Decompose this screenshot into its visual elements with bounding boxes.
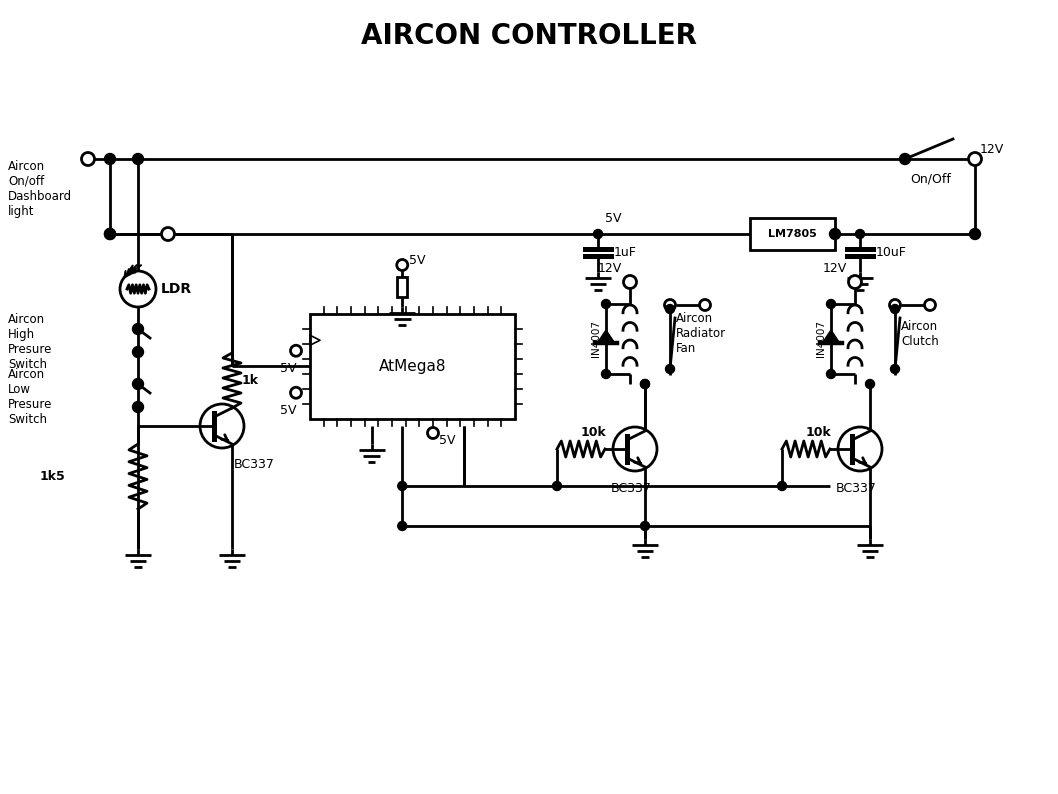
Text: Aircon
On/off
Dashboard
light: Aircon On/off Dashboard light bbox=[8, 160, 72, 218]
Circle shape bbox=[891, 305, 899, 314]
FancyBboxPatch shape bbox=[397, 277, 407, 297]
Circle shape bbox=[105, 153, 115, 164]
Circle shape bbox=[398, 481, 406, 491]
Circle shape bbox=[602, 369, 610, 379]
Circle shape bbox=[640, 522, 650, 530]
Circle shape bbox=[826, 299, 836, 309]
Circle shape bbox=[968, 152, 982, 165]
Circle shape bbox=[162, 228, 175, 241]
Polygon shape bbox=[822, 330, 840, 344]
Circle shape bbox=[623, 276, 637, 288]
Circle shape bbox=[397, 260, 407, 271]
Text: Aircon
Low
Presure
Switch: Aircon Low Presure Switch bbox=[8, 368, 53, 426]
Circle shape bbox=[664, 299, 675, 310]
Circle shape bbox=[132, 346, 144, 357]
Text: 10k: 10k bbox=[806, 426, 832, 440]
Circle shape bbox=[594, 229, 602, 238]
Text: 1uF: 1uF bbox=[614, 245, 637, 259]
Circle shape bbox=[829, 229, 840, 240]
FancyBboxPatch shape bbox=[750, 218, 835, 250]
Text: 1k: 1k bbox=[242, 374, 259, 387]
Circle shape bbox=[105, 229, 115, 240]
Text: IN4007: IN4007 bbox=[816, 321, 826, 357]
Text: AIRCON CONTROLLER: AIRCON CONTROLLER bbox=[361, 22, 697, 50]
Circle shape bbox=[890, 299, 900, 310]
Circle shape bbox=[552, 481, 562, 491]
Circle shape bbox=[640, 380, 650, 388]
Text: 5V: 5V bbox=[605, 213, 621, 225]
Circle shape bbox=[640, 380, 650, 388]
Circle shape bbox=[132, 379, 144, 390]
Circle shape bbox=[925, 299, 935, 310]
Text: Aircon
High
Presure
Switch: Aircon High Presure Switch bbox=[8, 313, 53, 371]
Circle shape bbox=[826, 369, 836, 379]
Circle shape bbox=[132, 153, 144, 164]
Circle shape bbox=[849, 276, 861, 288]
Polygon shape bbox=[597, 330, 615, 344]
Text: 5V: 5V bbox=[439, 434, 456, 448]
Text: 10k: 10k bbox=[581, 426, 606, 440]
Text: BC337: BC337 bbox=[234, 457, 275, 471]
Circle shape bbox=[81, 152, 94, 165]
Text: Aircon
Clutch: Aircon Clutch bbox=[901, 320, 938, 348]
Circle shape bbox=[865, 380, 875, 388]
Circle shape bbox=[291, 387, 302, 399]
Text: AtMega8: AtMega8 bbox=[379, 359, 446, 374]
Text: 5V: 5V bbox=[409, 255, 425, 268]
Circle shape bbox=[891, 364, 899, 373]
Text: 5V: 5V bbox=[279, 362, 296, 376]
Text: 5V: 5V bbox=[279, 404, 296, 418]
Circle shape bbox=[856, 229, 864, 238]
Text: Aircon
Radiator
Fan: Aircon Radiator Fan bbox=[676, 313, 726, 356]
Circle shape bbox=[969, 229, 981, 240]
Circle shape bbox=[699, 299, 711, 310]
Circle shape bbox=[778, 481, 786, 491]
Text: 12V: 12V bbox=[823, 261, 847, 275]
Circle shape bbox=[398, 522, 406, 530]
Text: 12V: 12V bbox=[598, 261, 622, 275]
Text: BC337: BC337 bbox=[836, 483, 876, 495]
Circle shape bbox=[105, 229, 115, 240]
Circle shape bbox=[427, 427, 438, 438]
Circle shape bbox=[132, 323, 144, 334]
Text: BC337: BC337 bbox=[610, 483, 652, 495]
Circle shape bbox=[291, 345, 302, 357]
Text: 1k5: 1k5 bbox=[39, 470, 65, 483]
Circle shape bbox=[602, 299, 610, 309]
Circle shape bbox=[665, 364, 675, 373]
Text: 10uF: 10uF bbox=[876, 245, 907, 259]
Text: LM7805: LM7805 bbox=[768, 229, 817, 239]
Text: IN4007: IN4007 bbox=[591, 321, 601, 357]
Text: On/Off: On/Off bbox=[910, 172, 951, 186]
Circle shape bbox=[132, 402, 144, 413]
Circle shape bbox=[665, 305, 675, 314]
FancyBboxPatch shape bbox=[310, 314, 515, 419]
Text: 12V: 12V bbox=[980, 142, 1004, 156]
Circle shape bbox=[899, 153, 911, 164]
Text: LDR: LDR bbox=[161, 282, 193, 296]
